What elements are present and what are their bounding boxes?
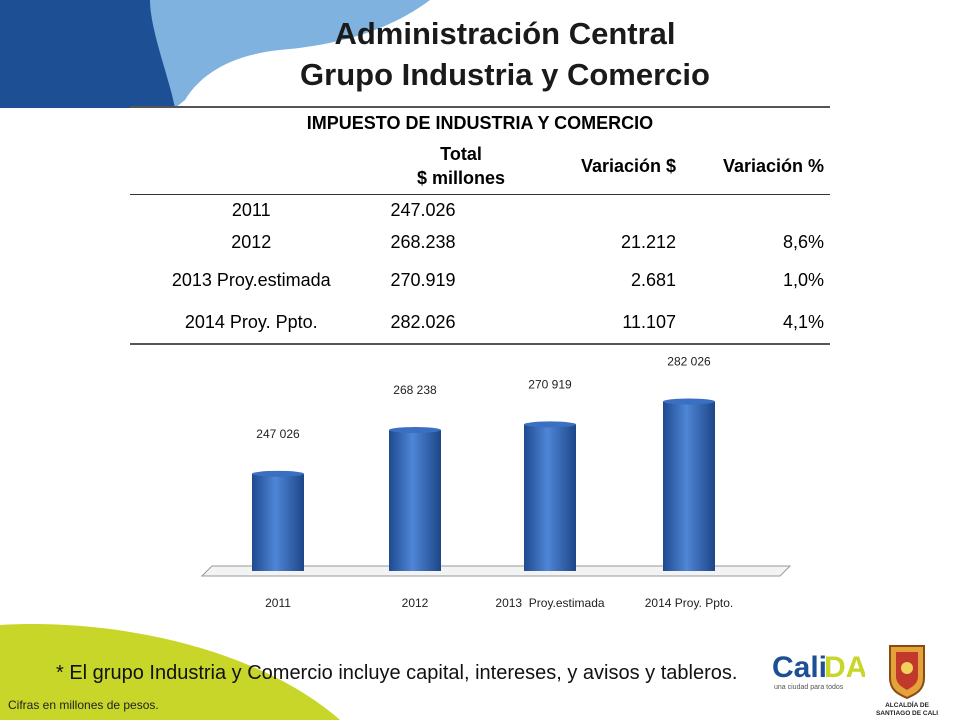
svg-text:SANTIAGO DE CALI: SANTIAGO DE CALI xyxy=(876,710,938,717)
lime-swoosh xyxy=(0,624,340,720)
bar-body xyxy=(389,429,441,571)
x-tick-label: 2011 xyxy=(265,596,291,610)
header-total-line2: $ millones xyxy=(417,168,506,188)
alcaldia-seal: ALCALDÍA DE SANTIAGO DE CALI xyxy=(876,645,938,717)
cell-var-pct: 4,1% xyxy=(782,311,824,332)
bar xyxy=(524,421,576,571)
table-row: 2013 Proy.estimada 270.919 2.681 1,0% xyxy=(130,259,830,301)
bar-top xyxy=(524,421,576,428)
bar-top xyxy=(389,426,441,433)
page-title-line2: Grupo Industria y Comercio xyxy=(300,57,710,92)
table-row: 2011 247.026 xyxy=(130,195,830,226)
bar-top xyxy=(252,470,304,477)
units-note: Cifras en millones de pesos. xyxy=(8,698,159,712)
data-label: 247 026 xyxy=(256,427,300,441)
table-caption: IMPUESTO DE INDUSTRIA Y COMERCIO xyxy=(306,112,654,133)
bar-top xyxy=(663,398,715,405)
header-variacion-abs: Variación $ xyxy=(581,155,677,176)
cell-total: 270.919 xyxy=(390,269,456,290)
svg-text:una ciudad para todos: una ciudad para todos xyxy=(774,684,844,691)
bar xyxy=(252,470,304,571)
cell-total: 247.026 xyxy=(390,199,456,220)
data-label: 268 238 xyxy=(393,383,437,397)
header-variacion-pct: Variación % xyxy=(722,155,824,176)
cell-total: 282.026 xyxy=(390,311,456,332)
bar-body xyxy=(524,424,576,571)
header-year xyxy=(130,138,372,195)
cell-year: 2012 xyxy=(231,231,272,252)
header-total: Total $ millones xyxy=(372,138,549,195)
x-tick-label: 2013 Proy.estimada xyxy=(495,596,604,610)
table-row: 2012 268.238 21.212 8,6% xyxy=(130,225,830,259)
cell-var-pct: 8,6% xyxy=(782,231,824,252)
svg-text:Cali: Cali xyxy=(772,651,827,684)
calida-logo: Cali DA una ciudad para todos xyxy=(772,651,865,691)
chart-floor xyxy=(200,565,792,577)
data-label: 282 026 xyxy=(667,354,711,368)
cell-year: 2013 Proy.estimada xyxy=(171,269,331,290)
bar-body xyxy=(663,401,715,571)
bar-chart: 247 026 2011 268 238 2012 270 919 2013 Proy.e… xyxy=(200,354,792,610)
header-total-line1: Total xyxy=(440,144,482,164)
table-row: 2014 Proy. Ppto. 282.026 11.107 4,1% xyxy=(130,301,830,344)
data-label: 270 919 xyxy=(528,377,572,391)
x-tick-label: 2012 xyxy=(402,596,429,610)
bar xyxy=(389,426,441,571)
cell-var-pct: 1,0% xyxy=(782,269,824,290)
cell-var-abs xyxy=(550,195,677,226)
tax-table: IMPUESTO DE INDUSTRIA Y COMERCIO Total $… xyxy=(130,106,830,345)
cell-var-abs: 2.681 xyxy=(631,269,677,290)
bar-body xyxy=(252,473,304,571)
x-tick-label: 2014 Proy. Ppto. xyxy=(645,596,734,610)
cell-year: 2014 Proy. Ppto. xyxy=(184,311,318,332)
footnote: * El grupo Industria y Comercio incluye … xyxy=(56,662,738,684)
cell-var-pct xyxy=(676,195,830,226)
cell-var-abs: 11.107 xyxy=(622,311,677,332)
cell-total: 268.238 xyxy=(390,231,456,252)
cell-year: 2011 xyxy=(231,199,271,220)
cell-var-abs: 21.212 xyxy=(621,231,677,252)
bar xyxy=(663,398,715,571)
light-blue-swoosh xyxy=(150,0,430,108)
svg-text:ALCALDÍA DE: ALCALDÍA DE xyxy=(885,700,929,709)
svg-text:DA: DA xyxy=(824,651,865,684)
page-title-line1: Administración Central xyxy=(334,16,676,51)
